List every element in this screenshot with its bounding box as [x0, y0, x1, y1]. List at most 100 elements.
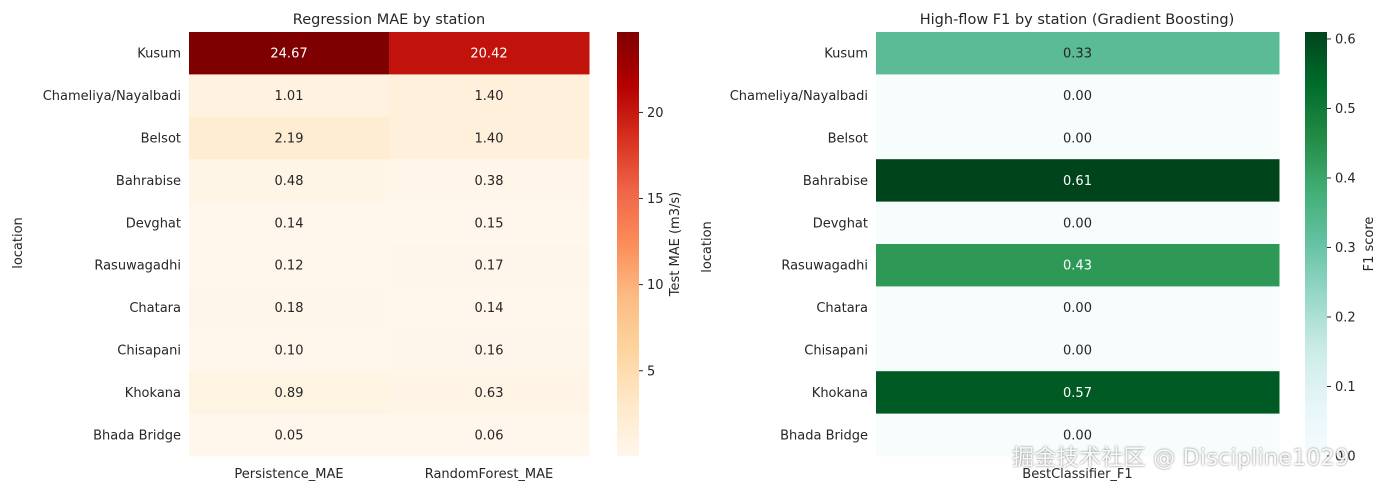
mae-cell [189, 413, 390, 457]
mae-cell-value: 0.89 [275, 386, 304, 401]
mae-cell-value: 2.19 [275, 132, 304, 147]
watermark-text: 掘金技术社区 @ Discipline1029 [1012, 446, 1350, 471]
mae-cell [389, 371, 590, 415]
mae-row-label: Devghat [126, 216, 181, 231]
f1-cell [876, 74, 1280, 118]
mae-cell [189, 244, 390, 287]
mae-cell [189, 32, 390, 75]
mae-cell [189, 116, 390, 160]
mae-row-label: Chisapani [117, 344, 181, 359]
mae-colorbar-ticks: 5 10 15 20 [639, 106, 664, 379]
mae-cell [189, 201, 390, 245]
mae-cell [189, 286, 390, 330]
f1-cell-value: 0.57 [1063, 386, 1092, 401]
f1-cell [876, 116, 1280, 160]
f1-colorbar-ticks: 0.0 0.1 0.2 0.3 0.4 0.5 0.6 [1327, 32, 1356, 465]
mae-cell-value: 0.63 [475, 386, 504, 401]
mae-colorbar-tick-label: 15 [647, 192, 664, 207]
f1-row-label: Bahrabise [803, 174, 868, 189]
mae-cell-value: 0.15 [475, 216, 504, 231]
f1-heatmap-title: High-flow F1 by station (Gradient Boosti… [920, 12, 1235, 28]
mae-heatmap-title: Regression MAE by station [293, 12, 485, 28]
f1-row-label: Chameliya/Nayalbadi [730, 89, 868, 104]
mae-cell-value: 0.10 [275, 344, 304, 359]
mae-column-label: Persistence_MAE [234, 467, 343, 482]
f1-colorbar-gradient [1305, 32, 1327, 456]
f1-cell [876, 286, 1280, 330]
mae-cell [389, 159, 590, 203]
mae-row-label: Chameliya/Nayalbadi [43, 89, 181, 104]
f1-cell [876, 413, 1280, 457]
f1-row-label: Chatara [816, 301, 868, 316]
f1-row-label: Belsot [828, 132, 868, 147]
mae-cell-value: 1.40 [475, 89, 504, 104]
mae-cell-value: 0.06 [475, 428, 504, 443]
f1-row-label: Bhada Bridge [780, 428, 868, 443]
f1-cell-value: 0.00 [1063, 216, 1092, 231]
f1-cell [876, 201, 1280, 245]
mae-row-label: Bhada Bridge [93, 428, 181, 443]
mae-cell-value: 0.12 [275, 259, 304, 274]
f1-row-labels: Kusum Chameliya/Nayalbadi Belsot Bahrabise D… [730, 47, 868, 444]
f1-heatmap-cells: 0.33 0.00 0.00 0.61 0.00 0.43 0.00 0.00 0.57 0.00 [876, 32, 1280, 457]
f1-colorbar-tick-label: 0.2 [1335, 310, 1356, 325]
f1-heatmap-ylabel: location [700, 221, 715, 273]
mae-cell [189, 371, 390, 415]
mae-row-label: Rasuwagadhi [94, 259, 181, 274]
mae-cell [389, 116, 590, 160]
f1-row-label: Devghat [813, 216, 868, 231]
mae-cell-value: 0.05 [275, 428, 304, 443]
mae-cell-value: 24.67 [270, 47, 307, 62]
mae-cell [389, 286, 590, 330]
mae-column-labels: Persistence_MAE RandomForest_MAE [234, 467, 553, 482]
f1-colorbar: 0.0 0.1 0.2 0.3 0.4 0.5 0.6 F1 score [1305, 32, 1377, 465]
f1-colorbar-tick-label: 0.0 [1335, 450, 1356, 465]
f1-colorbar-tick-label: 0.4 [1335, 171, 1356, 186]
f1-cell-value: 0.61 [1063, 174, 1092, 189]
mae-heatmap-ylabel: location [11, 217, 26, 269]
mae-colorbar-tick-label: 20 [647, 106, 664, 121]
f1-cell-value: 0.00 [1063, 428, 1092, 443]
f1-cell [876, 328, 1280, 372]
mae-cell-value: 20.42 [470, 47, 507, 62]
mae-cell-value: 0.17 [475, 259, 504, 274]
mae-cell-value: 0.48 [275, 174, 304, 189]
f1-row-label: Rasuwagadhi [781, 259, 868, 274]
mae-row-label: Belsot [141, 132, 181, 147]
f1-cell-value: 0.00 [1063, 344, 1092, 359]
f1-cell [876, 159, 1280, 203]
mae-heatmap-cells: 24.67 20.42 1.01 1.40 2.19 1.40 0.48 0.38 0.14 0.… [189, 32, 590, 457]
f1-row-label: Khokana [812, 386, 868, 401]
mae-cell [389, 413, 590, 457]
f1-cell-value: 0.33 [1063, 47, 1092, 62]
f1-cell-value: 0.00 [1063, 301, 1092, 316]
f1-column-label: BestClassifier_F1 [1022, 467, 1132, 482]
f1-heatmap-panel: High-flow F1 by station (Gradient Boosti… [700, 12, 1377, 482]
mae-colorbar: 5 10 15 20 Test MAE (m3/s) [617, 32, 683, 456]
mae-cell [189, 328, 390, 372]
f1-column-labels: BestClassifier_F1 [1022, 467, 1132, 482]
f1-cell [876, 244, 1280, 287]
mae-row-label: Bahrabise [116, 174, 181, 189]
mae-cell [389, 328, 590, 372]
mae-row-label: Chatara [129, 301, 181, 316]
f1-colorbar-tick-label: 0.5 [1335, 102, 1356, 117]
f1-cell-value: 0.43 [1063, 259, 1092, 274]
mae-cell-value: 1.01 [275, 89, 304, 104]
mae-colorbar-tick-label: 5 [647, 364, 655, 379]
mae-colorbar-tick-label: 10 [647, 278, 664, 293]
f1-colorbar-tick-label: 0.6 [1335, 32, 1356, 47]
mae-row-label: Kusum [137, 47, 181, 62]
f1-cell [876, 32, 1280, 75]
mae-cell-value: 0.18 [275, 301, 304, 316]
mae-cell-value: 0.14 [475, 301, 504, 316]
mae-column-label: RandomForest_MAE [425, 467, 554, 482]
mae-colorbar-label: Test MAE (m3/s) [668, 192, 683, 297]
mae-row-label: Khokana [125, 386, 181, 401]
mae-cell [389, 32, 590, 75]
mae-cell [189, 159, 390, 203]
f1-colorbar-label: F1 score [1362, 217, 1377, 272]
mae-cell-value: 0.14 [275, 216, 304, 231]
mae-cell-value: 0.38 [475, 174, 504, 189]
